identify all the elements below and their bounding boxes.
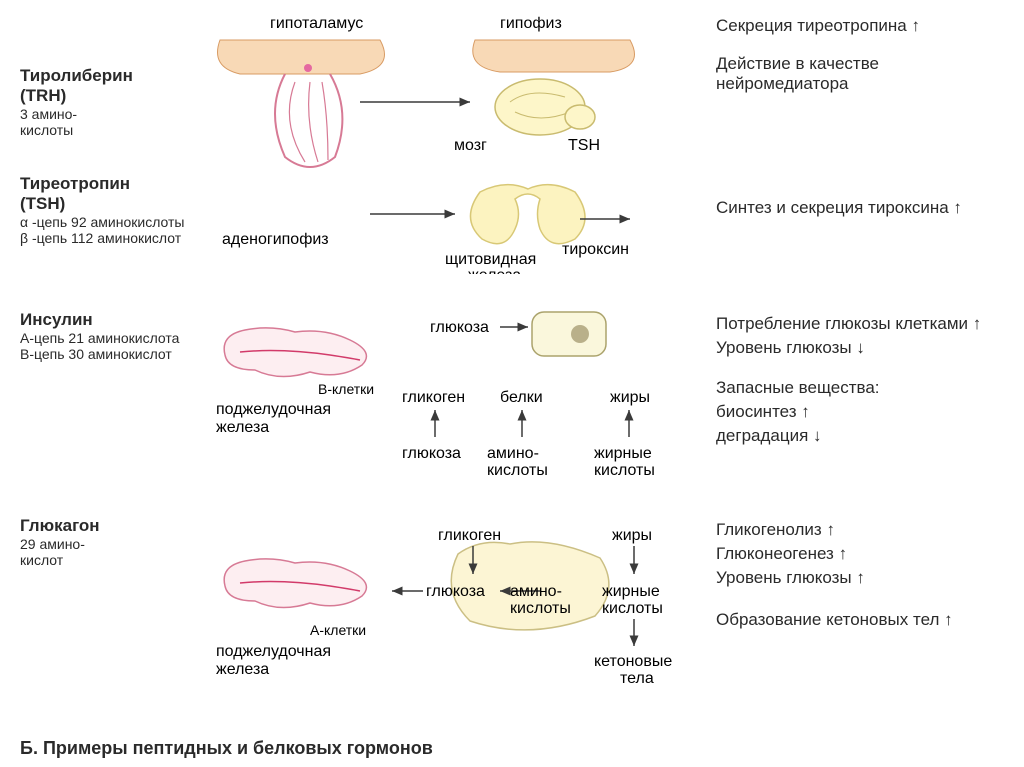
trh-desc: 3 амино- кислоты (20, 106, 202, 138)
label-glycogen: гликоген (402, 389, 465, 406)
glucagon-desc: 29 амино- кислот (20, 536, 202, 568)
tsh-desc: α -цепь 92 аминокислоты β -цепь 112 амин… (20, 214, 202, 246)
svg-text:тела: тела (620, 670, 654, 687)
label-hypophysis: гипофиз (500, 15, 562, 32)
insulin-desc: A-цепь 21 аминокислота B-цепь 30 аминоки… (20, 330, 202, 362)
label-fats-glu: жиры (612, 527, 652, 544)
row-insulin: Инсулин A-цепь 21 аминокислота B-цепь 30… (20, 310, 1004, 490)
effect-secretion-tireotropin: Секреция тиреотропина (716, 16, 1000, 36)
effect-thyroxin: Синтез и секреция тироксина (716, 198, 1000, 218)
glucagon-svg: A-клетки поджелудочная железа гликоген г… (210, 516, 720, 716)
label-glucose-glu: глюкоза (426, 583, 485, 600)
effect-glucose-uptake: Потребление глюкозы клетками (716, 314, 1000, 334)
label-proteins: белки (500, 389, 543, 406)
label-acells: A-клетки (310, 622, 366, 638)
effect-storage: Запасные вещества: (716, 378, 1000, 398)
tsh-svg: аденогипофиз щитовидная железа тироксин (210, 174, 710, 274)
svg-text:кислоты: кислоты (602, 600, 663, 617)
label-tsh: TSH (568, 137, 600, 154)
cell-icon (532, 312, 606, 356)
effect-gluconeogenesis: Глюконеогенез (716, 544, 1000, 564)
label-mozg: мозг (454, 137, 487, 154)
svg-text:железа: железа (468, 267, 521, 274)
label-glucose: глюкоза (430, 319, 489, 336)
insulin-title: Инсулин (20, 310, 202, 330)
tsh-diagram: аденогипофиз щитовидная железа тироксин (210, 174, 710, 274)
trh-name-block: Тиролиберин (TRH) 3 амино- кислоты (20, 12, 210, 138)
svg-text:железа: железа (216, 419, 269, 436)
glucagon-diagram: A-клетки поджелудочная железа гликоген г… (210, 516, 710, 716)
svg-text:кислоты: кислоты (510, 600, 571, 617)
label-pancreas-glu: поджелудочная (216, 643, 331, 660)
effect-glycogenolysis: Гликогенолиз (716, 520, 1000, 540)
label-adeno: аденогипофиз (222, 231, 329, 248)
row-tsh: Тиреотропин (TSH) α -цепь 92 аминокислот… (20, 174, 1004, 284)
label-amino-glu: амино- (510, 583, 562, 600)
label-amino-ins: амино- (487, 445, 539, 462)
caption: Б. Примеры пептидных и белковых гормонов (20, 738, 433, 759)
insulin-name-block: Инсулин A-цепь 21 аминокислота B-цепь 30… (20, 310, 210, 362)
row-trh: Тиролиберин (TRH) 3 амино- кислоты гипот… (20, 12, 1004, 182)
label-pancreas-ins: поджелудочная (216, 401, 331, 418)
svg-text:кислоты: кислоты (487, 462, 548, 479)
trh-diagram: гипоталамус гипофиз мозг TSH (210, 12, 710, 182)
effect-biosynthesis: биосинтез (716, 402, 1000, 422)
svg-text:железа: железа (216, 661, 269, 678)
effect-degradation: деградация (716, 426, 1000, 446)
trh-effects: Секреция тиреотропина Действие в качеств… (710, 12, 1000, 98)
label-glucose2: глюкоза (402, 445, 461, 462)
glucagon-effects: Гликогенолиз Глюконеогенез Уровень глюко… (710, 516, 1000, 634)
svg-text:кислоты: кислоты (594, 462, 655, 479)
thyroid-icon (470, 185, 585, 244)
hypothalamus-icon (218, 40, 385, 74)
effect-glucose-level-up: Уровень глюкозы (716, 568, 1000, 588)
hypophysis-icon (473, 40, 635, 72)
label-fatty-ins: жирные (594, 445, 652, 462)
label-hypothalamus: гипоталамус (270, 15, 363, 32)
label-glycogen-glu: гликоген (438, 527, 501, 544)
effect-ketone-bodies: Образование кетоновых тел (716, 610, 1000, 630)
trh-title: Тиролиберин (20, 66, 202, 86)
trh-abbr: (TRH) (20, 86, 202, 106)
label-bcells: B-клетки (318, 381, 374, 397)
trh-svg: гипоталамус гипофиз мозг TSH (210, 12, 710, 182)
tsh-name-block: Тиреотропин (TSH) α -цепь 92 аминокислот… (20, 174, 210, 246)
insulin-diagram: B-клетки поджелудочная железа глюкоза гл… (210, 310, 710, 490)
portal-vessels-icon (275, 74, 342, 167)
label-thyroid: щитовидная (445, 251, 536, 268)
label-fatty-glu: жирные (602, 583, 660, 600)
label-ketone: кетоновые (594, 653, 672, 670)
row-glucagon: Глюкагон 29 амино- кислот A-клетки подже… (20, 516, 1004, 716)
insulin-svg: B-клетки поджелудочная железа глюкоза гл… (210, 310, 720, 490)
tsh-effects: Синтез и секреция тироксина (710, 174, 1000, 222)
tsh-abbr: (TSH) (20, 194, 202, 214)
glucagon-title: Глюкагон (20, 516, 202, 536)
tsh-title: Тиреотропин (20, 174, 202, 194)
effect-glucose-level: Уровень глюкозы (716, 338, 1000, 358)
effect-neuromediator: Действие в качестве нейромедиатора (716, 54, 1000, 94)
label-fats: жиры (610, 389, 650, 406)
insulin-effects: Потребление глюкозы клетками Уровень глю… (710, 310, 1000, 450)
label-thyroxin: тироксин (562, 241, 629, 258)
glucagon-name-block: Глюкагон 29 амино- кислот (20, 516, 210, 568)
